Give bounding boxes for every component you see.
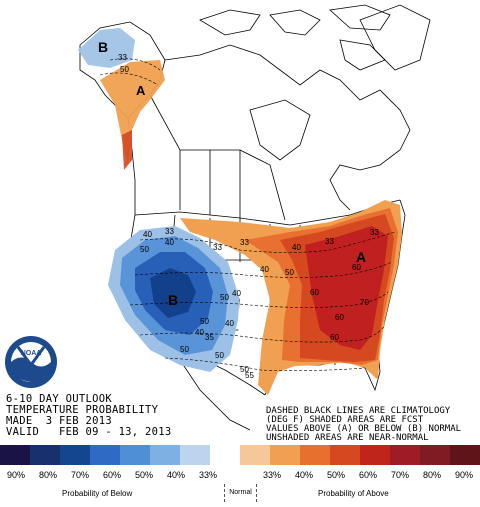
legend-label: 40% xyxy=(294,470,313,480)
contour-label: 40 xyxy=(232,289,241,298)
contour-label: 60 xyxy=(310,288,319,297)
contour-label: 40 xyxy=(225,319,234,328)
note-line-4: UNSHADED AREAS ARE NEAR-NORMAL xyxy=(266,433,429,443)
legend-label: 90% xyxy=(6,470,25,480)
legend-label: 50% xyxy=(326,470,345,480)
legend-swatch xyxy=(420,445,450,465)
legend-swatch xyxy=(180,445,210,465)
contour-label: 50 xyxy=(220,293,229,302)
alaska-below-marker: B xyxy=(98,39,108,55)
normal-caption: Normal xyxy=(229,489,252,496)
legend-label: 40% xyxy=(166,470,185,480)
legend-swatch xyxy=(0,445,30,465)
contour-label: 40 xyxy=(260,265,269,274)
probability-legend xyxy=(0,445,480,465)
contour-label: 60 xyxy=(352,263,361,272)
legend-labels: 90% 80% 70% 60% 50% 40% 33% 33% 40% 50% 60% 70% 80% 9… xyxy=(0,470,480,482)
valid-dates: VALID FEB 09 - 13, 2013 xyxy=(6,426,172,438)
east-above-marker: A xyxy=(356,249,366,265)
contour-label: 40 xyxy=(292,243,301,252)
legend-label: 33% xyxy=(262,470,281,480)
alaska-below-area xyxy=(78,28,135,68)
legend-label: 70% xyxy=(390,470,409,480)
made-date: MADE 3 FEB 2013 xyxy=(6,415,112,427)
contour-label: 50 xyxy=(240,365,249,374)
contour-label: 50 xyxy=(180,345,189,354)
contour-label: 50 xyxy=(200,317,209,326)
legend-label: 70% xyxy=(70,470,89,480)
legend-swatch xyxy=(390,445,420,465)
contour-label: 50 xyxy=(215,351,224,360)
legend-label: 90% xyxy=(454,470,473,480)
noaa-logo-text: NOAA xyxy=(21,350,42,357)
outlook-title: 6-10 DAY OUTLOOK xyxy=(6,393,112,405)
contour-label: 50 xyxy=(120,65,129,74)
legend-label: 80% xyxy=(38,470,57,480)
legend-label: 60% xyxy=(102,470,121,480)
alaska-above-marker: A xyxy=(136,83,146,98)
legend-swatch xyxy=(300,445,330,465)
contour-label: 60 xyxy=(330,333,339,342)
legend-swatch xyxy=(450,445,480,465)
normal-caption-box: Normal xyxy=(224,484,257,502)
alaska-above-area xyxy=(100,60,165,170)
contour-label: 40 xyxy=(143,230,152,239)
outlook-map: 33 40 33 50 33 33 40 50 40 50 60 40 50 6… xyxy=(78,4,431,431)
contour-label: 50 xyxy=(140,245,149,254)
contour-label: 33 xyxy=(213,243,222,252)
climatology-contours xyxy=(99,58,396,371)
outlook-variable: TEMPERATURE PROBABILITY xyxy=(6,404,159,416)
contour-label: 33 xyxy=(370,228,379,237)
legend-swatch xyxy=(240,445,270,465)
noaa-logo: NOAA xyxy=(5,336,57,388)
legend-swatch xyxy=(120,445,150,465)
legend-swatch xyxy=(330,445,360,465)
legend-label: 60% xyxy=(358,470,377,480)
legend-label: 33% xyxy=(198,470,217,480)
below-caption: Probability of Below xyxy=(62,489,133,498)
contour-label: 33 xyxy=(240,238,249,247)
legend-swatch xyxy=(210,445,240,465)
contour-label: 33 xyxy=(165,227,174,236)
note-line-2: (DEG F) SHADED AREAS ARE FCST xyxy=(266,415,424,425)
contour-label: 33 xyxy=(325,237,334,246)
legend-swatch xyxy=(60,445,90,465)
normal-strip xyxy=(228,262,270,385)
west-below-area xyxy=(108,226,240,372)
legend-swatch xyxy=(30,445,60,465)
contour-label: 50 xyxy=(285,268,294,277)
east-above-area xyxy=(180,200,402,395)
contour-label: 40 xyxy=(195,328,204,337)
contour-label: 33 xyxy=(118,53,127,62)
contour-labels: 33 40 33 50 33 33 40 50 40 50 60 40 50 6… xyxy=(118,53,379,380)
contour-label: 55 xyxy=(245,371,254,380)
west-below-marker: B xyxy=(168,292,178,308)
note-line-1: DASHED BLACK LINES ARE CLIMATOLOGY xyxy=(266,406,451,416)
contour-label: 60 xyxy=(335,313,344,322)
legend-swatch xyxy=(90,445,120,465)
legend-swatch xyxy=(360,445,390,465)
legend-label: 50% xyxy=(134,470,153,480)
legend-swatch xyxy=(150,445,180,465)
legend-label xyxy=(224,470,256,482)
note-line-3: VALUES ABOVE (A) OR BELOW (B) NORMAL xyxy=(266,424,462,434)
region-markers: B A B A xyxy=(98,39,366,308)
legend-swatch xyxy=(270,445,300,465)
contour-label: 35 xyxy=(205,333,214,342)
legend-label: 80% xyxy=(422,470,441,480)
contour-label: 40 xyxy=(165,238,174,247)
above-caption: Probability of Above xyxy=(318,489,389,498)
contour-label: 70 xyxy=(360,298,369,307)
